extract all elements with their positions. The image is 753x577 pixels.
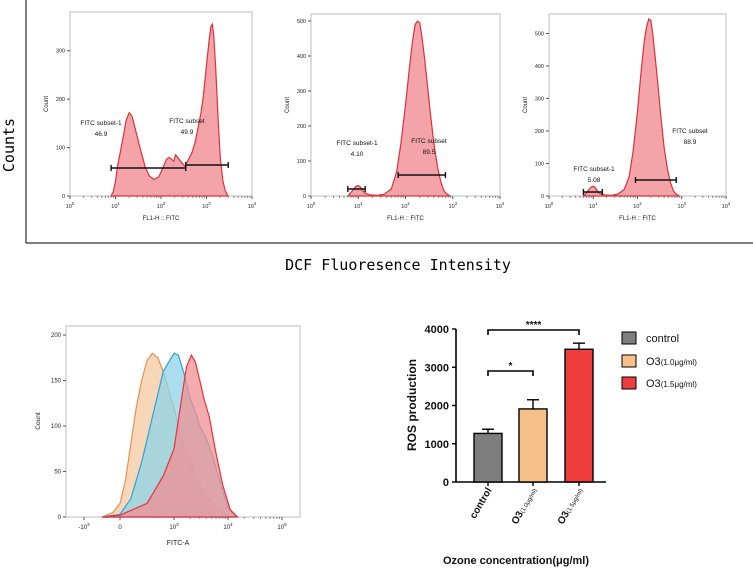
y-tick-label: 200 <box>51 333 62 339</box>
legend-label: control <box>646 333 679 345</box>
gate-label: FITC subset-1 <box>80 120 122 127</box>
x-tick-label: 102 <box>633 201 642 210</box>
y-axis-title: Count <box>523 97 529 113</box>
x-tick-label: 102 <box>157 201 166 210</box>
y-axis-title: Count <box>44 96 50 112</box>
bar-chart-panel: 0 1000 2000 3000 4000 control O3(1.0μg/ml) O3(1… <box>405 320 697 567</box>
x-tick-label: 103 <box>202 201 211 210</box>
y-tick-label: 150 <box>51 379 62 385</box>
gate-label: FITC subset <box>169 118 205 125</box>
significance-label: * <box>509 361 513 372</box>
gate-value: 4.10 <box>351 151 364 158</box>
histogram-area <box>110 22 229 197</box>
x-axis-title: FITC-A <box>167 540 190 547</box>
y-tick-label: 2000 <box>425 401 449 413</box>
gate-value: 89.5 <box>423 149 436 156</box>
x-tick-label: 101 <box>111 201 120 210</box>
x-tick-label: 103 <box>449 201 458 210</box>
x-axis-title: Ozone concentration(μg/ml) <box>443 555 589 567</box>
significance-bracket <box>487 329 580 335</box>
x-tick-label: 105 <box>277 522 287 531</box>
y-tick-label: 0 <box>303 194 306 200</box>
y-axis-title: Count <box>35 412 42 430</box>
top-panel-frame <box>25 0 753 244</box>
x-axis-title: FL1-H :: FITC <box>619 216 656 222</box>
x-tick-label: 103 <box>169 522 179 531</box>
x-axis-title: FL1-H :: FITC <box>143 216 180 222</box>
histogram-area <box>347 20 451 197</box>
y-tick-label: 500 <box>535 32 544 38</box>
x-tick-label: 100 <box>66 201 75 210</box>
histogram-panel-3: 0100200300400500100101102103104CountFL1-… <box>523 13 731 222</box>
dcf-intensity-label: DCF Fluoresence Intensity <box>285 256 511 274</box>
y-tick-label: 200 <box>297 124 306 130</box>
y-axis-title: ROS production <box>405 359 419 451</box>
y-tick-label: 300 <box>535 97 544 103</box>
y-tick-label: 200 <box>535 129 544 135</box>
x-axis-title: FL1-H :: FITC <box>387 216 424 222</box>
x-tick-label: 104 <box>722 201 731 210</box>
significance-label: **** <box>526 320 542 331</box>
category-label: control <box>468 486 495 521</box>
y-tick-label: 200 <box>56 97 65 103</box>
legend-swatch <box>621 331 637 345</box>
bar-1 <box>518 408 548 483</box>
y-tick-label: 1000 <box>425 439 449 451</box>
y-tick-label: 300 <box>56 49 65 55</box>
x-tick-label: 102 <box>401 201 410 210</box>
x-tick-label: 104 <box>223 522 233 531</box>
x-tick-label: 100 <box>307 201 316 210</box>
overlay-series-2 <box>101 353 239 518</box>
y-tick-label: 400 <box>535 64 544 70</box>
y-tick-label: 100 <box>51 424 62 430</box>
histogram-area <box>582 17 680 197</box>
counts-side-label: Counts <box>0 118 18 172</box>
x-tick-label: 101 <box>354 201 363 210</box>
x-tick-label: 104 <box>248 201 257 210</box>
bar-2 <box>564 348 594 483</box>
y-tick-label: 300 <box>297 89 306 95</box>
x-tick-label: 101 <box>589 201 598 210</box>
y-tick-label: 100 <box>297 159 306 165</box>
category-label: O3(1.0μg/ml) <box>510 486 540 527</box>
y-tick-label: 50 <box>54 470 61 476</box>
legend-swatch <box>621 376 637 390</box>
gate-value: 88.9 <box>684 139 697 146</box>
significance-bracket <box>487 370 534 376</box>
y-tick-label: 500 <box>297 19 306 25</box>
legend-swatch <box>621 354 637 368</box>
gate-value: 49.9 <box>181 129 194 136</box>
legend-label: O3(1.5μg/ml) <box>646 378 697 390</box>
y-axis-title: Count <box>285 97 291 113</box>
y-tick-label: 100 <box>56 146 65 152</box>
y-tick-label: 100 <box>535 162 544 168</box>
category-label: O3(1.5μg/ml) <box>556 486 586 527</box>
x-tick-label: -103 <box>78 522 90 531</box>
x-tick-label: 0 <box>118 525 122 531</box>
y-tick-label: 0 <box>58 515 62 521</box>
y-tick-label: 0 <box>62 194 65 200</box>
x-tick-label: 104 <box>496 201 505 210</box>
gate-label: FITC subset-1 <box>336 140 378 147</box>
gate-value: 5.08 <box>588 177 601 184</box>
histogram-panel-2: 0100200300400500100101102103104CountFL1-… <box>285 13 505 222</box>
y-tick-label: 400 <box>297 54 306 60</box>
y-tick-label: 0 <box>443 477 449 489</box>
y-tick-label: 3000 <box>425 362 449 374</box>
overlay-histogram-panel: 0 50 100 150 200 -103 0 103 104 105 Count FITC-A <box>35 325 301 547</box>
gate-label: FITC subset <box>411 138 447 145</box>
x-tick-label: 100 <box>545 201 554 210</box>
bar-0 <box>473 432 503 483</box>
gate-label: FITC subset-1 <box>573 166 615 173</box>
y-tick-label: 0 <box>541 194 544 200</box>
legend-label: O3(1.0μg/ml) <box>646 356 697 368</box>
x-tick-label: 103 <box>678 201 687 210</box>
gate-label: FITC subset <box>672 128 708 135</box>
gate-value: 46.9 <box>95 131 108 138</box>
y-tick-label: 4000 <box>425 324 449 336</box>
